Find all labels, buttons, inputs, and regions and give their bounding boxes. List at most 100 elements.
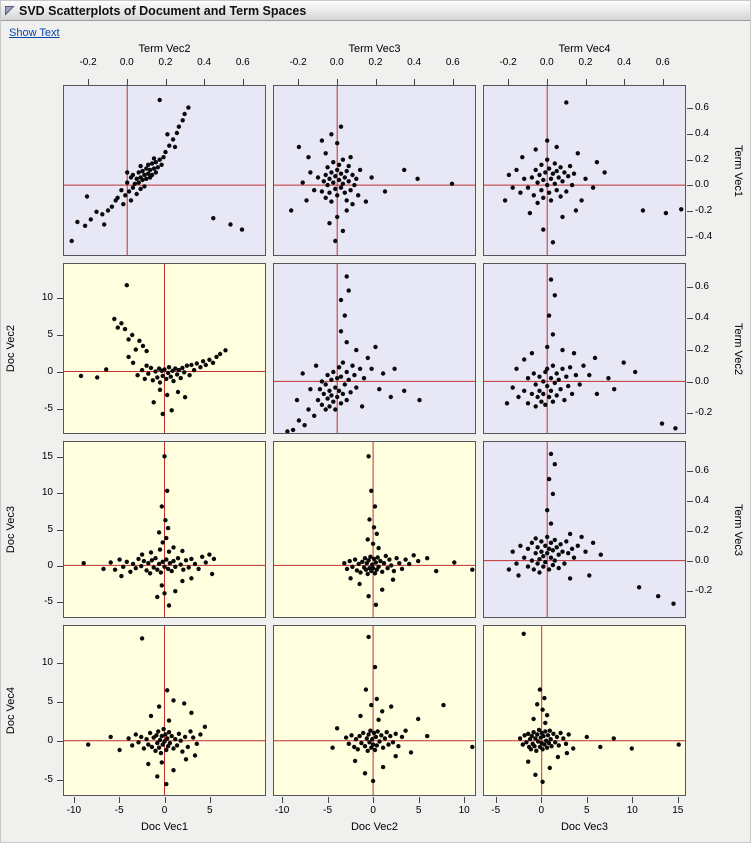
data-point[interactable] xyxy=(545,551,550,556)
data-point[interactable] xyxy=(157,737,163,743)
data-point[interactable] xyxy=(522,555,527,560)
data-point[interactable] xyxy=(548,198,554,203)
data-point[interactable] xyxy=(336,388,342,393)
data-point[interactable] xyxy=(571,171,577,176)
data-point[interactable] xyxy=(336,177,342,183)
data-point[interactable] xyxy=(606,376,611,381)
data-point[interactable] xyxy=(183,757,189,762)
data-point[interactable] xyxy=(139,636,145,641)
data-point[interactable] xyxy=(327,388,332,393)
data-point[interactable] xyxy=(126,354,131,360)
data-point[interactable] xyxy=(346,163,351,169)
data-point[interactable] xyxy=(573,208,579,213)
data-point[interactable] xyxy=(169,568,174,574)
data-point[interactable] xyxy=(528,747,534,752)
data-point[interactable] xyxy=(149,744,155,750)
data-point[interactable] xyxy=(541,379,546,384)
data-point[interactable] xyxy=(344,198,349,203)
data-point[interactable] xyxy=(543,170,548,175)
data-point[interactable] xyxy=(394,556,399,561)
data-point[interactable] xyxy=(189,710,194,715)
data-point[interactable] xyxy=(510,185,515,190)
data-point[interactable] xyxy=(535,732,540,737)
data-point[interactable] xyxy=(548,376,554,381)
data-point[interactable] xyxy=(520,742,525,747)
data-point[interactable] xyxy=(367,517,372,522)
data-point[interactable] xyxy=(543,402,548,407)
data-point[interactable] xyxy=(367,740,372,745)
data-point[interactable] xyxy=(552,462,557,467)
data-point[interactable] xyxy=(563,741,569,746)
data-point[interactable] xyxy=(356,561,361,567)
data-point[interactable] xyxy=(352,744,357,750)
data-point[interactable] xyxy=(126,736,131,741)
data-point[interactable] xyxy=(554,144,559,150)
data-point[interactable] xyxy=(526,731,531,736)
data-point[interactable] xyxy=(545,366,550,371)
data-point[interactable] xyxy=(319,138,325,143)
data-point[interactable] xyxy=(169,408,174,413)
data-point[interactable] xyxy=(378,558,383,564)
data-point[interactable] xyxy=(141,746,147,751)
data-point[interactable] xyxy=(598,552,603,557)
data-point[interactable] xyxy=(148,550,154,555)
data-point[interactable] xyxy=(289,208,294,213)
data-point[interactable] xyxy=(191,367,197,373)
data-point[interactable] xyxy=(354,385,359,390)
data-point[interactable] xyxy=(155,774,160,779)
data-point[interactable] xyxy=(552,537,557,543)
scatter-cell-term-vec3-vs-term-vec4[interactable] xyxy=(483,441,686,618)
data-point[interactable] xyxy=(550,332,556,337)
data-point[interactable] xyxy=(331,369,336,375)
data-point[interactable] xyxy=(352,182,357,188)
data-point[interactable] xyxy=(344,566,350,572)
data-point[interactable] xyxy=(584,734,589,740)
data-point[interactable] xyxy=(375,729,380,734)
data-point[interactable] xyxy=(170,137,176,142)
data-point[interactable] xyxy=(128,569,133,574)
data-point[interactable] xyxy=(370,737,375,742)
data-point[interactable] xyxy=(566,551,571,556)
data-point[interactable] xyxy=(200,359,206,364)
data-point[interactable] xyxy=(567,531,573,537)
data-point[interactable] xyxy=(124,283,129,288)
data-point[interactable] xyxy=(147,730,153,736)
data-point[interactable] xyxy=(369,175,374,180)
data-point[interactable] xyxy=(180,365,185,371)
data-point[interactable] xyxy=(183,558,189,563)
data-point[interactable] xyxy=(194,361,199,366)
data-point[interactable] xyxy=(167,740,173,746)
data-point[interactable] xyxy=(366,634,371,640)
data-point[interactable] xyxy=(363,199,369,204)
data-point[interactable] xyxy=(181,567,186,572)
data-point[interactable] xyxy=(380,569,385,574)
data-point[interactable] xyxy=(384,730,389,735)
data-point[interactable] xyxy=(537,374,542,379)
data-point[interactable] xyxy=(159,760,164,765)
data-point[interactable] xyxy=(186,565,191,570)
data-point[interactable] xyxy=(579,534,584,540)
data-point[interactable] xyxy=(182,370,187,375)
data-point[interactable] xyxy=(165,370,171,376)
data-point[interactable] xyxy=(151,166,157,171)
data-point[interactable] xyxy=(104,367,109,372)
data-point[interactable] xyxy=(155,375,160,380)
data-point[interactable] xyxy=(166,549,172,554)
scatter-cell-doc-vec4-vs-doc-vec3[interactable] xyxy=(483,625,686,796)
data-point[interactable] xyxy=(84,194,90,199)
data-point[interactable] xyxy=(541,564,546,569)
data-point[interactable] xyxy=(344,208,349,213)
data-point[interactable] xyxy=(579,198,584,203)
data-point[interactable] xyxy=(133,566,138,571)
data-point[interactable] xyxy=(374,696,379,702)
data-point[interactable] xyxy=(382,736,388,741)
data-point[interactable] xyxy=(146,371,151,376)
data-point[interactable] xyxy=(178,375,183,381)
data-point[interactable] xyxy=(82,223,88,228)
data-point[interactable] xyxy=(544,713,550,718)
data-point[interactable] xyxy=(587,372,592,378)
data-point[interactable] xyxy=(338,185,344,190)
right-axis-title-term-vec3[interactable]: Term Vec3 xyxy=(730,441,746,618)
data-point[interactable] xyxy=(372,664,378,670)
data-point[interactable] xyxy=(521,631,526,636)
